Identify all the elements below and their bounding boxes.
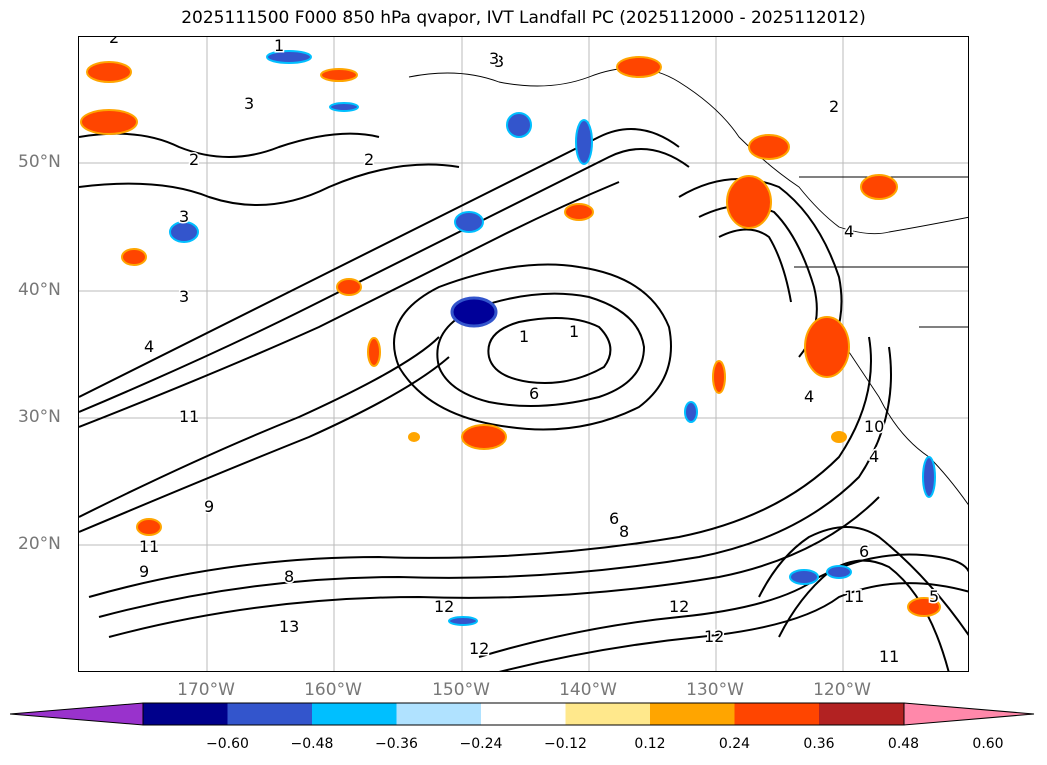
map-panel: 2 3 1 3 2 2 3 3 4 11 9 11 9 8 13 12 12 12 12 5 6 11 11 4 4 10 8 6 6 1… [78,36,969,672]
colorbar-segment [650,703,735,725]
colorbar-segment [143,703,228,725]
contour-label: 9 [204,497,214,516]
contour-label: 4 [144,337,154,356]
contour-label: 3 [244,94,254,113]
colorbar [10,702,1035,726]
colorbar-extend-high [903,702,1035,726]
contour-label: 6 [529,384,539,403]
colorbar-segment [734,703,820,725]
contour-label: 3 [179,207,189,226]
lat-label-30n: 30°N [18,407,61,427]
contour-label: 4 [844,222,854,241]
colorbar-tick-label: −0.24 [459,736,503,752]
contour-label: 8 [284,567,294,586]
qvapor-contours [79,128,968,671]
colorbar-segment [396,703,482,725]
lon-label-140w: 140°W [559,680,617,700]
chart-title: 2025111500 F000 850 hPa qvapor, IVT Land… [181,8,866,28]
lon-label-120w: 120°W [813,680,871,700]
contour-label: 1 [519,327,529,346]
contour-label: 9 [139,562,149,581]
contour-label: 1 [274,37,284,55]
lat-label-40n: 40°N [18,280,61,300]
colorbar-border [142,702,905,726]
contour-label: 12 [469,639,489,658]
contour-label: 11 [139,537,159,556]
contour-label: 2 [829,97,839,116]
colorbar-tick-label: −0.12 [544,736,587,752]
lon-label-130w: 130°W [686,680,744,700]
contour-label: 12 [669,597,689,616]
contour-label: 12 [434,597,454,616]
contour-label: 6 [609,509,619,528]
contour-label: 1 [569,322,579,341]
colorbar-tick-label: 0.60 [972,736,1004,752]
contour-label: 11 [844,587,864,606]
contour-label: 2 [109,37,119,47]
colorbar-tick-label: 0.36 [803,736,835,752]
colorbar-tick-label: 0.48 [887,736,920,752]
contour-label: 4 [804,387,814,406]
contour-label: 3 [489,49,499,68]
colorbar-segment [565,703,651,725]
lon-label-150w: 150°W [432,680,490,700]
colorbar-segment [819,703,904,725]
contour-label: 11 [879,647,899,666]
lon-label-170w: 170°W [177,680,235,700]
contour-label: 8 [619,522,629,541]
contour-label: 10 [864,417,884,436]
contour-label: 13 [279,617,299,636]
contour-label: 11 [179,407,199,426]
contour-label: 3 [494,52,504,71]
lat-label-20n: 20°N [18,534,61,554]
colorbar-extend-low [10,702,144,726]
qvapor-pc-fills [80,50,941,626]
colorbar-segment [312,703,397,725]
contour-label: 6 [859,542,869,561]
lon-label-160w: 160°W [304,680,362,700]
contour-label: 3 [179,287,189,306]
contour-label: 5 [929,587,939,606]
colorbar-tick-label: 0.12 [634,736,666,752]
contour-label: 2 [189,150,199,169]
contour-label: 4 [869,447,879,466]
coastline [408,67,968,505]
colorbar-tick-label: −0.36 [375,736,418,752]
colorbar-tick-label: −0.48 [290,736,334,752]
contour-label: 2 [364,150,374,169]
colorbar-tick-label: 0.24 [718,736,751,752]
contour-label: 12 [704,627,724,646]
colorbar-tick-label: −0.60 [206,736,249,752]
colorbar-segment [227,703,313,725]
lat-label-50n: 50°N [18,152,61,172]
colorbar-segment [481,703,566,725]
